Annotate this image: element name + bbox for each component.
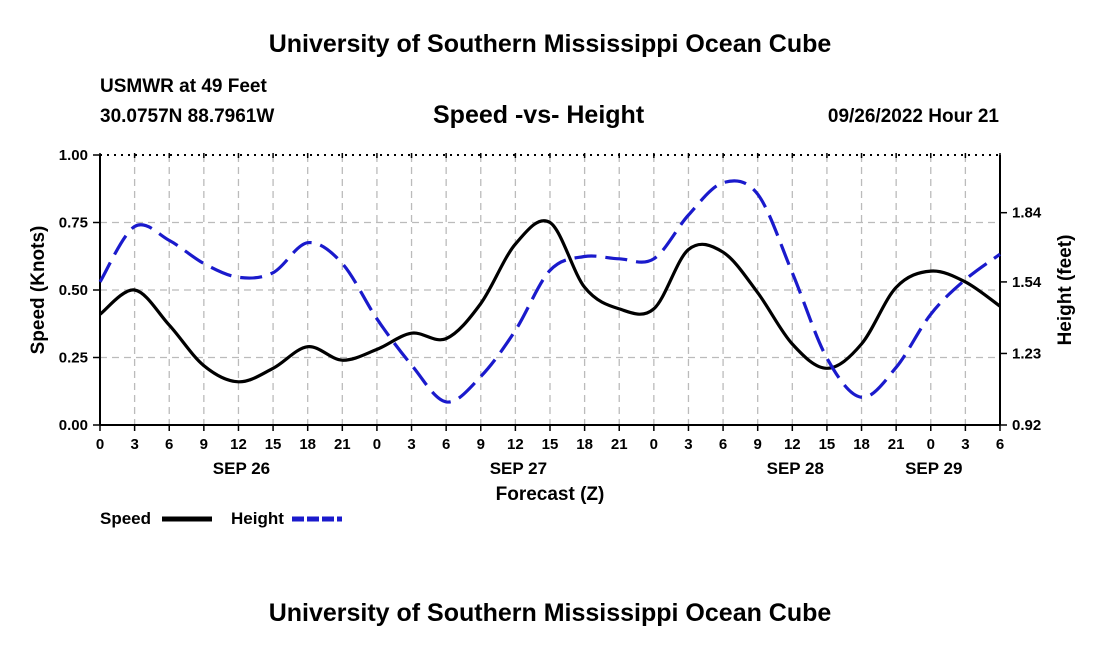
x-date-label: SEP 29: [905, 459, 962, 478]
x-tick-label: 9: [754, 436, 762, 453]
x-tick-label: 3: [407, 436, 415, 453]
x-tick-label: 12: [507, 436, 524, 453]
y-axis-label: Speed (Knots): [28, 226, 49, 355]
x-tick-label: 0: [927, 436, 935, 453]
x-tick-label: 18: [576, 436, 593, 453]
x-tick-label: 0: [650, 436, 658, 453]
x-tick-label: 21: [888, 436, 905, 453]
x-tick-label: 18: [853, 436, 870, 453]
x-tick-label: 3: [684, 436, 692, 453]
x-tick-label: 6: [165, 436, 173, 453]
x-tick-label: 0: [96, 436, 104, 453]
y-tick-label: 1.00: [59, 147, 88, 164]
x-tick-label: 21: [334, 436, 351, 453]
x-tick-label: 6: [996, 436, 1004, 453]
y-tick-label: 0.00: [59, 417, 88, 434]
x-date-label: SEP 26: [213, 459, 270, 478]
chart-title: Speed -vs- Height: [433, 101, 645, 129]
y-tick-label: 0.75: [59, 215, 88, 232]
series-line-height: [98, 179, 1001, 404]
x-tick-label: 21: [611, 436, 628, 453]
x-tick-label: 15: [265, 436, 282, 453]
x-tick-label: 15: [542, 436, 559, 453]
series-line-speed: [98, 219, 1001, 384]
y2-tick-label: 1.23: [1012, 345, 1041, 362]
x-tick-label: 9: [200, 436, 208, 453]
x-tick-label: 0: [373, 436, 381, 453]
x-date-label: SEP 28: [767, 459, 824, 478]
x-tick-label: 3: [961, 436, 969, 453]
x-tick-label: 6: [719, 436, 727, 453]
legend-label-height: Height: [231, 509, 284, 528]
x-date-label: SEP 27: [490, 459, 547, 478]
station-label: USMWR at 49 Feet: [100, 76, 267, 97]
x-tick-label: 3: [130, 436, 138, 453]
x-tick-label: 12: [230, 436, 247, 453]
y2-tick-label: 1.84: [1012, 205, 1042, 222]
station-coordinates: 30.0757N 88.7961W: [100, 106, 275, 127]
footer-title: University of Southern Mississippi Ocean…: [268, 599, 832, 627]
y2-tick-label: 0.92: [1012, 417, 1041, 434]
y-tick-label: 0.50: [59, 282, 88, 299]
y2-tick-label: 1.54: [1012, 274, 1042, 291]
x-axis-label: Forecast (Z): [496, 484, 605, 505]
legend-label-speed: Speed: [100, 509, 152, 528]
x-tick-label: 12: [784, 436, 801, 453]
forecast-datetime: 09/26/2022 Hour 21: [827, 106, 999, 127]
x-tick-label: 18: [299, 436, 316, 453]
x-tick-label: 9: [477, 436, 485, 453]
page-title: University of Southern Mississippi Ocean…: [268, 30, 832, 58]
x-tick-label: 6: [442, 436, 450, 453]
x-tick-label: 15: [819, 436, 836, 453]
y-tick-label: 0.25: [59, 350, 88, 367]
y2-axis-label: Height (feet): [1055, 235, 1076, 346]
